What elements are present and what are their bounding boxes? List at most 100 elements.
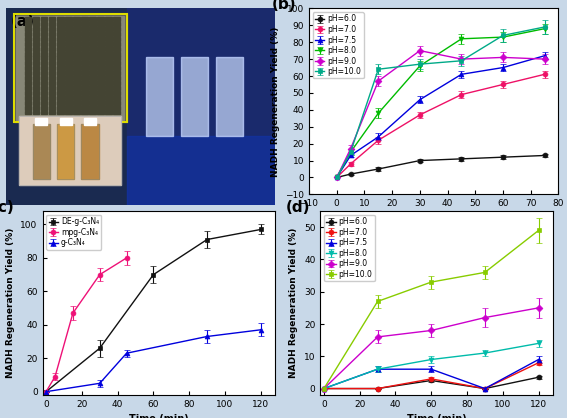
- Bar: [81, 51, 88, 56]
- Bar: [73, 76, 80, 80]
- Bar: [81, 81, 88, 85]
- Bar: [24, 81, 31, 85]
- Bar: [41, 22, 48, 26]
- Bar: [98, 76, 104, 80]
- Bar: [98, 51, 104, 56]
- Bar: [81, 110, 88, 115]
- Bar: [81, 71, 88, 75]
- Bar: [89, 110, 96, 115]
- X-axis label: Time (min): Time (min): [407, 414, 467, 418]
- Bar: [113, 81, 120, 85]
- Bar: [105, 32, 112, 36]
- Bar: [89, 91, 96, 95]
- Bar: [98, 91, 104, 95]
- Bar: [57, 42, 64, 46]
- Bar: [73, 91, 80, 95]
- Bar: [49, 47, 56, 51]
- Bar: [81, 86, 88, 90]
- Bar: [24, 42, 31, 46]
- Bar: [73, 32, 80, 36]
- Bar: [89, 17, 96, 21]
- Bar: [73, 101, 80, 104]
- Bar: [89, 71, 96, 75]
- Bar: [65, 27, 71, 31]
- Bar: [98, 42, 104, 46]
- Bar: [19, 117, 121, 185]
- Bar: [98, 110, 104, 115]
- Bar: [113, 56, 120, 61]
- Bar: [105, 27, 112, 31]
- Bar: [49, 106, 56, 110]
- Bar: [73, 42, 80, 46]
- Bar: [49, 66, 56, 70]
- Bar: [89, 27, 96, 31]
- Bar: [65, 106, 71, 110]
- Bar: [81, 124, 99, 179]
- Bar: [105, 17, 112, 21]
- Bar: [65, 71, 71, 75]
- Bar: [113, 110, 120, 115]
- Bar: [73, 106, 80, 110]
- Bar: [89, 106, 96, 110]
- Bar: [113, 32, 120, 36]
- Bar: [41, 27, 48, 31]
- Bar: [32, 124, 50, 179]
- Bar: [49, 96, 56, 100]
- Bar: [98, 71, 104, 75]
- Bar: [49, 76, 56, 80]
- Bar: [113, 91, 120, 95]
- Bar: [41, 17, 48, 21]
- Bar: [89, 76, 96, 80]
- Bar: [41, 56, 48, 61]
- Bar: [84, 118, 96, 125]
- Bar: [73, 86, 80, 90]
- Bar: [32, 51, 39, 56]
- Bar: [73, 47, 80, 51]
- Bar: [60, 118, 71, 125]
- Bar: [113, 86, 120, 90]
- Bar: [98, 81, 104, 85]
- Bar: [105, 37, 112, 41]
- Bar: [65, 76, 71, 80]
- Bar: [41, 86, 48, 90]
- Bar: [81, 76, 88, 80]
- Bar: [81, 56, 88, 61]
- Bar: [65, 42, 71, 46]
- Bar: [57, 22, 64, 26]
- Bar: [113, 51, 120, 56]
- Bar: [89, 61, 96, 65]
- X-axis label: Time (min): Time (min): [129, 414, 189, 418]
- Bar: [98, 47, 104, 51]
- Bar: [32, 22, 39, 26]
- Bar: [65, 101, 71, 104]
- Bar: [24, 91, 31, 95]
- Bar: [127, 136, 275, 205]
- Bar: [113, 71, 120, 75]
- Bar: [98, 22, 104, 26]
- Bar: [41, 106, 48, 110]
- Bar: [98, 56, 104, 61]
- Bar: [24, 37, 31, 41]
- Bar: [57, 86, 64, 90]
- Bar: [65, 51, 71, 56]
- Legend: pH=6.0, pH=7.0, pH=7.5, pH=8.0, pH=9.0, pH=10.0: pH=6.0, pH=7.0, pH=7.5, pH=8.0, pH=9.0, …: [324, 215, 375, 281]
- Bar: [32, 71, 39, 75]
- X-axis label: Time (min): Time (min): [404, 214, 464, 224]
- Legend: DE-g-C₃N₄, mpg-C₃N₄, g-C₃N₄: DE-g-C₃N₄, mpg-C₃N₄, g-C₃N₄: [46, 215, 101, 250]
- Bar: [16, 16, 124, 120]
- Y-axis label: NADH Regeneration Yield (%): NADH Regeneration Yield (%): [6, 228, 15, 378]
- Bar: [24, 17, 31, 21]
- Bar: [57, 101, 64, 104]
- Bar: [57, 91, 64, 95]
- Bar: [32, 76, 39, 80]
- Bar: [57, 71, 64, 75]
- Bar: [81, 96, 88, 100]
- Bar: [57, 37, 64, 41]
- Bar: [57, 47, 64, 51]
- Bar: [57, 124, 74, 179]
- Bar: [49, 110, 56, 115]
- Bar: [49, 27, 56, 31]
- Bar: [146, 57, 172, 136]
- Bar: [65, 56, 71, 61]
- Bar: [49, 81, 56, 85]
